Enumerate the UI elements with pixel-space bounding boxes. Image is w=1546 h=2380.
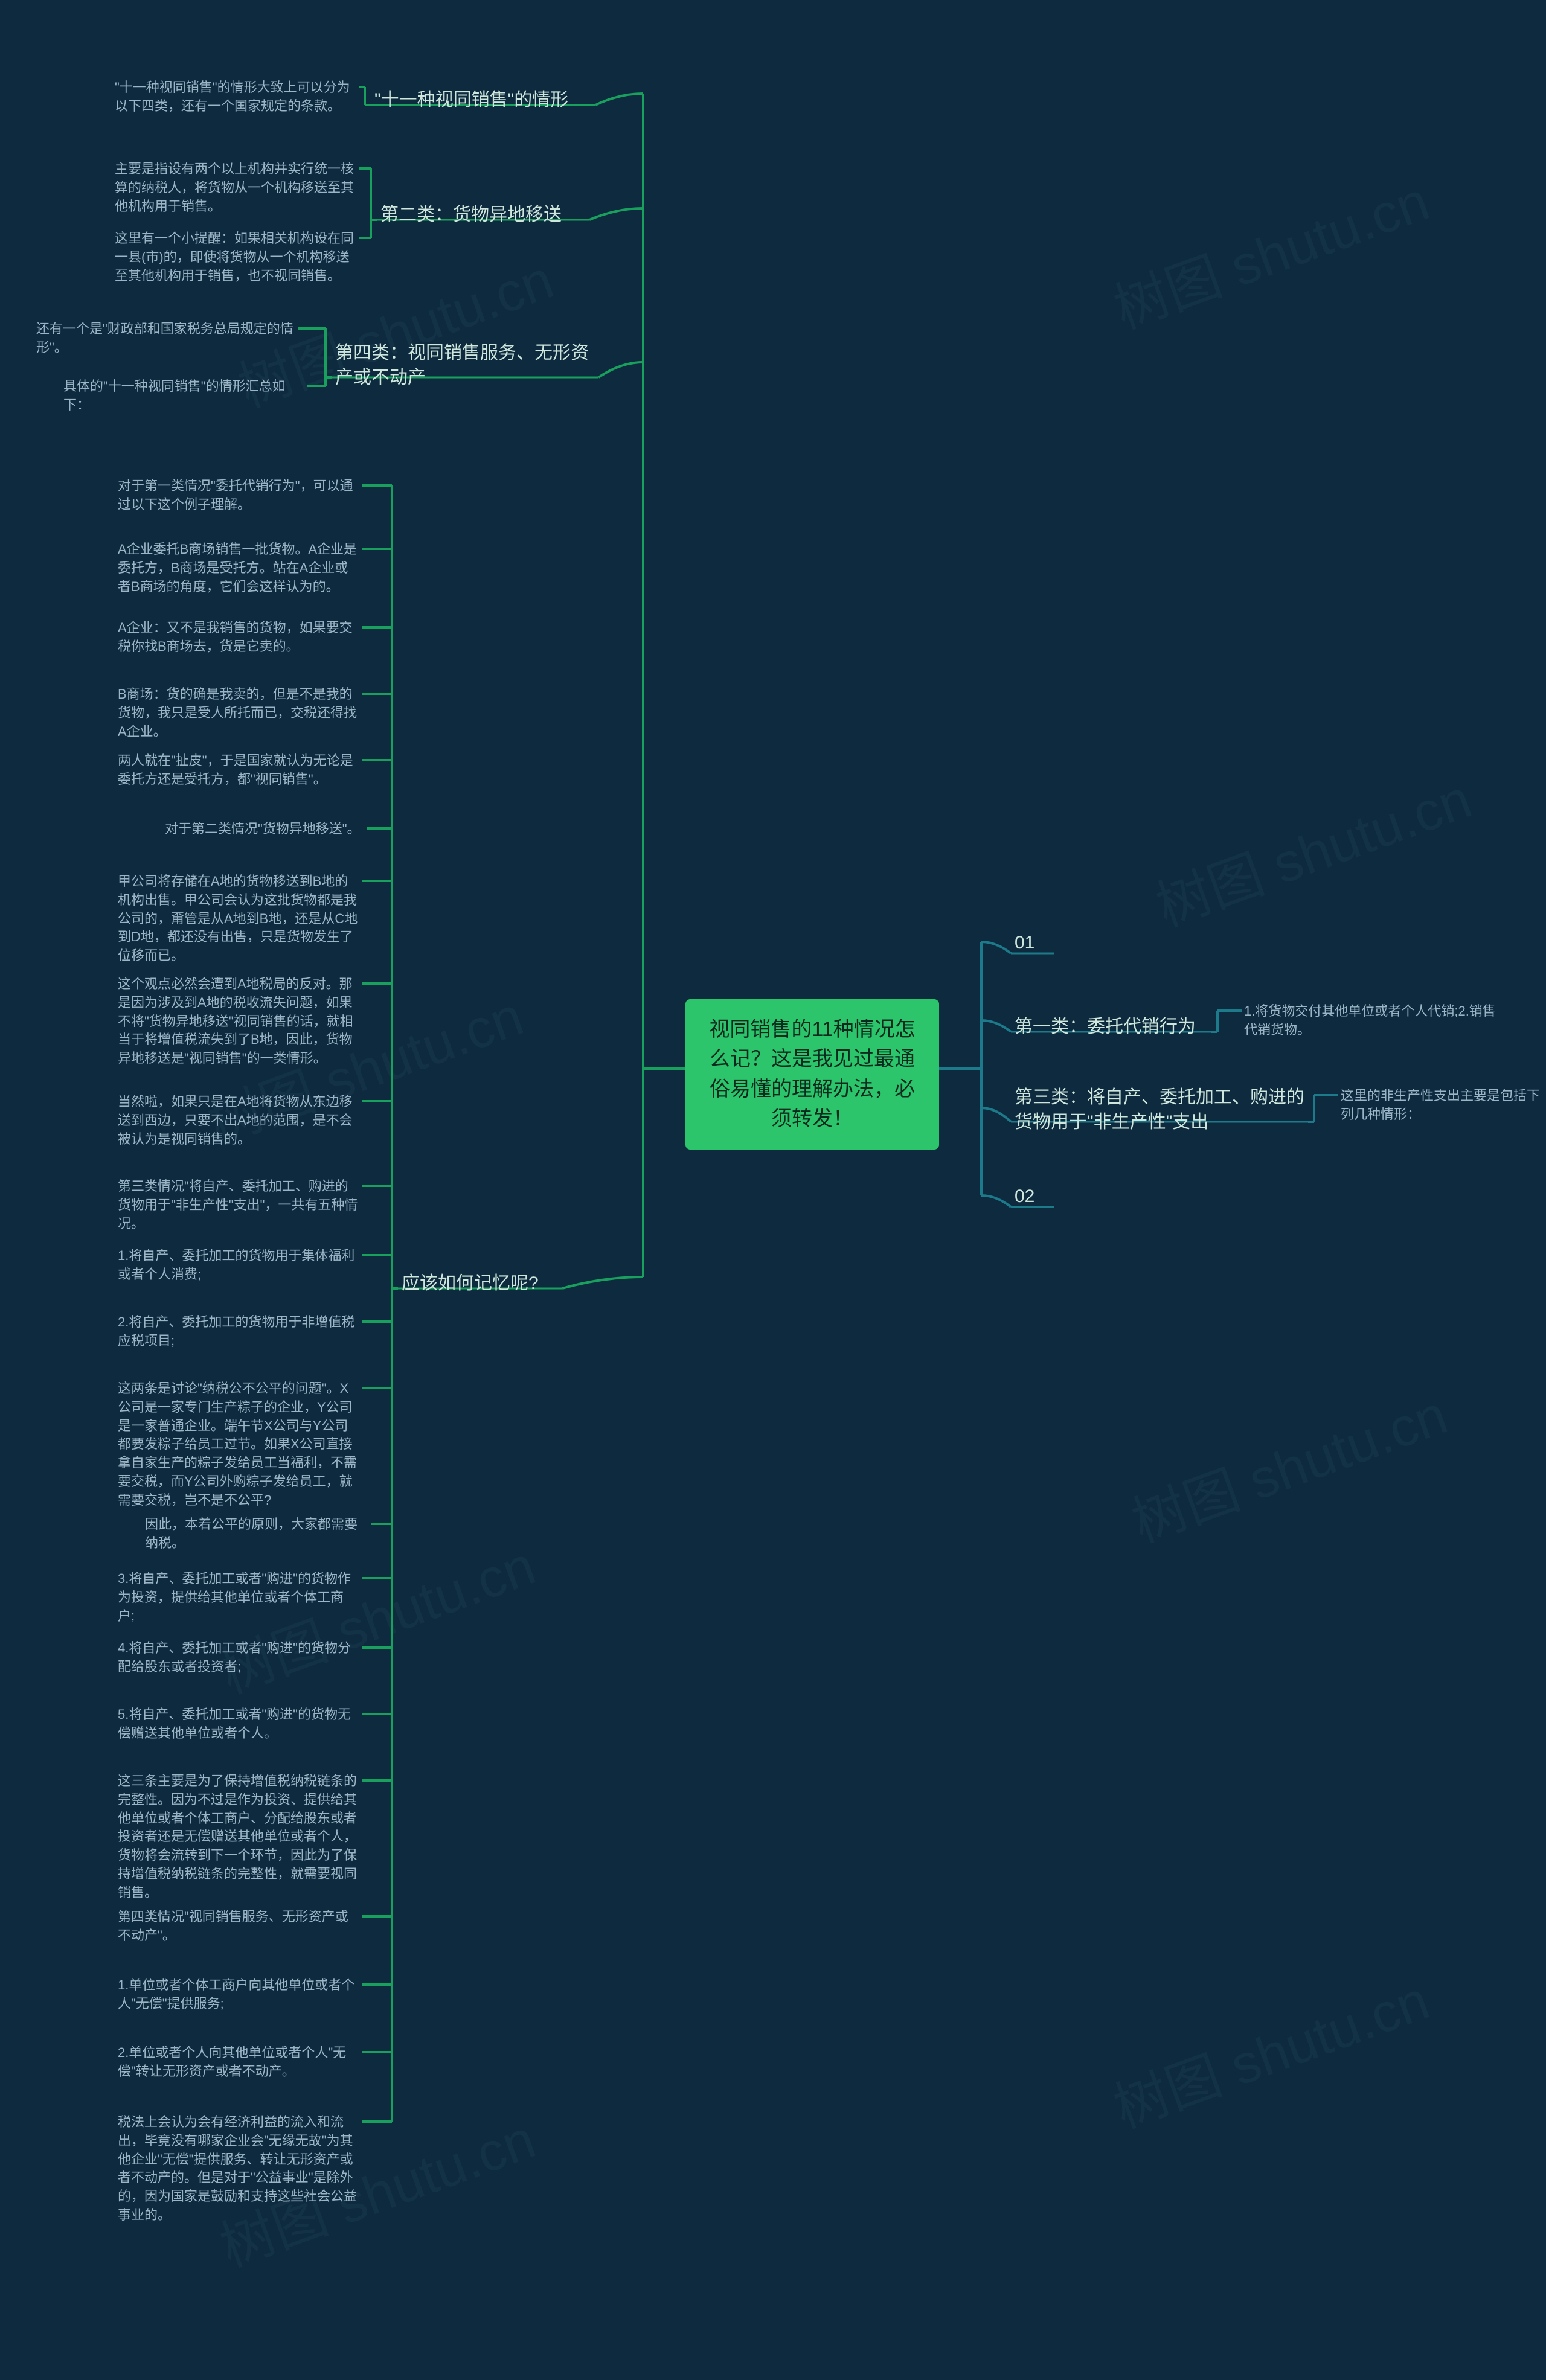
- leaf-r3-0: 这里的非生产性支出主要是包括下列几种情形：: [1341, 1087, 1546, 1124]
- leaf-b1-0: "十一种视同销售"的情形大致上可以分为以下四类，还有一个国家规定的条款。: [115, 78, 356, 116]
- leaf-b4-18: 第四类情况"视同销售服务、无形资产或不动产"。: [118, 1908, 359, 1945]
- leaf-b4-17: 这三条主要是为了保持增值税纳税链条的完整性。因为不过是作为投资、提供给其他单位或…: [118, 1772, 359, 1902]
- leaf-r2-0: 1.将货物交付其他单位或者个人代销;2.销售代销货物。: [1244, 1002, 1504, 1040]
- leaf-b2-0: 主要是指设有两个以上机构并实行统一核算的纳税人，将货物从一个机构移送至其他机构用…: [115, 160, 356, 216]
- leaf-b4-11: 2.将自产、委托加工的货物用于非增值税应税项目;: [118, 1313, 359, 1351]
- leaf-b4-19: 1.单位或者个体工商户向其他单位或者个人"无偿"提供服务;: [118, 1976, 359, 2014]
- branch-b1[interactable]: "十一种视同销售"的情形: [374, 85, 592, 111]
- watermark: 树图 shutu.cn: [1102, 158, 1438, 344]
- leaf-b4-4: 两人就在"扯皮"，于是国家就认为无论是委托方还是受托方，都"视同销售"。: [118, 752, 359, 789]
- leaf-b4-7: 这个观点必然会遭到A地税局的反对。那是因为涉及到A地的税收流失问题，如果不将"货…: [118, 975, 359, 1068]
- leaf-b4-0: 对于第一类情况"委托代销行为"，可以通过以下这个例子理解。: [118, 477, 359, 514]
- watermark: 树图 shutu.cn: [1144, 755, 1480, 942]
- watermark: 树图 shutu.cn: [1120, 1371, 1456, 1558]
- leaf-b4-14: 3.将自产、委托加工或者"购进"的货物作为投资，提供给其他单位或者个体工商户;: [118, 1570, 359, 1625]
- branch-r1[interactable]: 01: [1015, 933, 1051, 953]
- leaf-b4-3: B商场：货的确是我卖的，但是不是我的货物，我只是受人所托而已，交税还得找A企业。: [118, 685, 359, 741]
- leaf-b4-6: 甲公司将存储在A地的货物移送到B地的机构出售。甲公司会认为这批货物都是我公司的，…: [118, 872, 359, 965]
- leaf-b4-15: 4.将自产、委托加工或者"购进"的货物分配给股东或者投资者;: [118, 1639, 359, 1677]
- mindmap-root: 视同销售的11种情况怎么记？这是我见过最通俗易懂的理解办法，必须转发！: [685, 999, 939, 1150]
- branch-r4[interactable]: 02: [1015, 1186, 1051, 1207]
- leaf-b3-0: 还有一个是"财政部和国家税务总局规定的情形"。: [36, 320, 296, 357]
- leaf-b3-1: 具体的"十一种视同销售"的情形汇总如下：: [63, 377, 305, 415]
- leaf-b4-16: 5.将自产、委托加工或者"购进"的货物无偿赠送其他单位或者个人。: [118, 1706, 359, 1743]
- watermark: 树图 shutu.cn: [1102, 1957, 1438, 2143]
- leaf-b4-5: 对于第二类情况"货物异地移送"。: [165, 820, 364, 839]
- branch-b4[interactable]: 应该如何记忆呢?: [402, 1268, 559, 1294]
- leaf-b2-1: 这里有一个小提醒：如果相关机构设在同一县(市)的，即使将货物从一个机构移送至其他…: [115, 229, 356, 285]
- leaf-b4-9: 第三类情况"将自产、委托加工、购进的货物用于"非生产性"支出"，一共有五种情况。: [118, 1177, 359, 1233]
- leaf-b4-20: 2.单位或者个人向其他单位或者个人"无偿"转让无形资产或者不动产。: [118, 2044, 359, 2081]
- branch-r3[interactable]: 第三类：将自产、委托加工、购进的货物用于"非生产性"支出: [1015, 1086, 1304, 1134]
- leaf-b4-13: 因此，本着公平的原则，大家都需要纳税。: [145, 1515, 368, 1553]
- branch-b3[interactable]: 第四类：视同销售服务、无形资产或不动产: [335, 341, 595, 390]
- leaf-b4-1: A企业委托B商场销售一批货物。A企业是委托方，B商场是受托方。站在A企业或者B商…: [118, 540, 359, 596]
- leaf-b4-8: 当然啦，如果只是在A地将货物从东边移送到西边，只要不出A地的范围，是不会被认为是…: [118, 1093, 359, 1148]
- leaf-b4-21: 税法上会认为会有经济利益的流入和流出，毕竟没有哪家企业会"无缘无故"为其他企业"…: [118, 2113, 359, 2225]
- leaf-b4-2: A企业：又不是我销售的货物，如果要交税你找B商场去，货是它卖的。: [118, 619, 359, 656]
- leaf-b4-10: 1.将自产、委托加工的货物用于集体福利或者个人消费;: [118, 1247, 359, 1284]
- leaf-b4-12: 这两条是讨论"纳税公不公平的问题"。X公司是一家专门生产粽子的企业，Y公司是一家…: [118, 1380, 359, 1510]
- branch-r2[interactable]: 第一类：委托代销行为: [1015, 1011, 1208, 1038]
- branch-b2[interactable]: 第二类：货物异地移送: [380, 199, 586, 226]
